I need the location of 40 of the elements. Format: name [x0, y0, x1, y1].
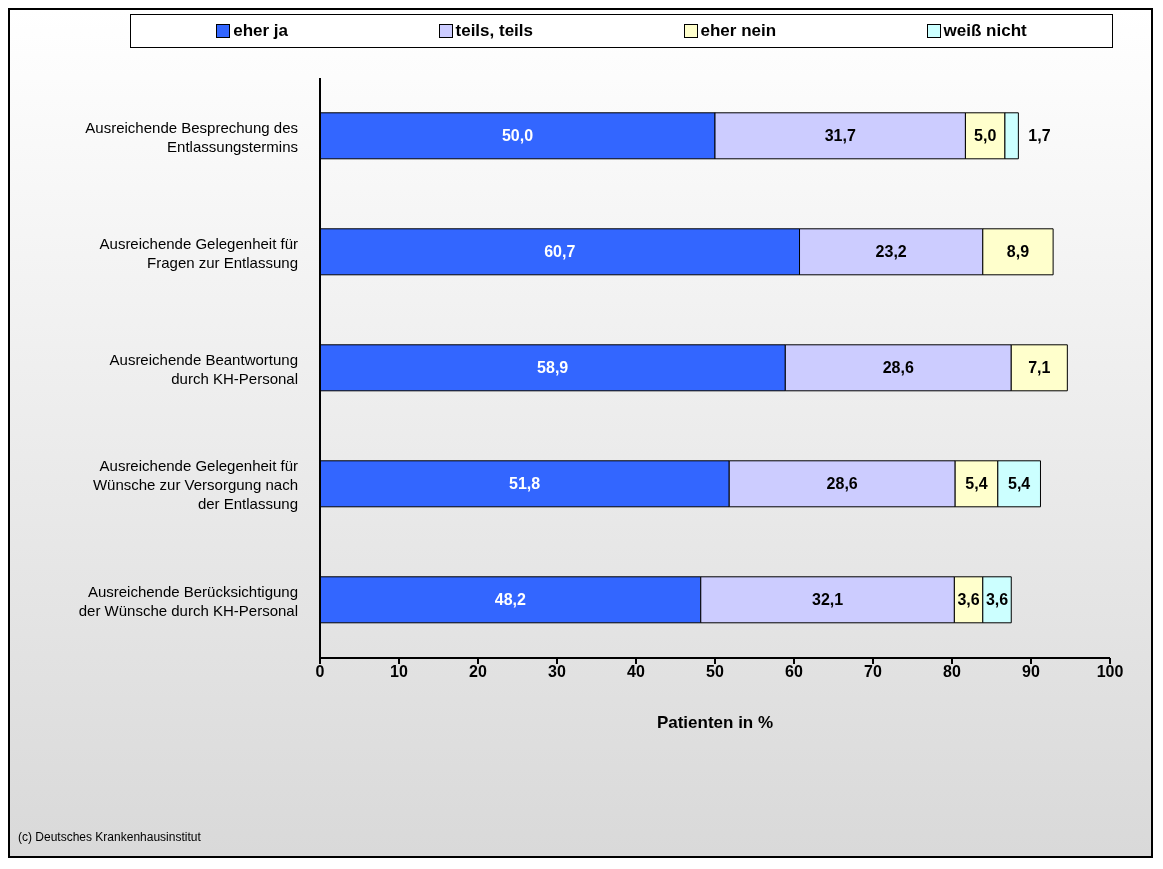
y-tick-label: Ausreichende Berücksichtigung der Wünsche durch KH-Personal	[78, 582, 298, 618]
y-tick-label: Ausreichende Besprechung des Entlassungstermins	[85, 118, 298, 154]
x-tick-label: 70	[864, 663, 882, 681]
data-label: 60,7	[544, 243, 576, 261]
x-tick-label: 80	[943, 663, 961, 681]
data-label: 31,7	[824, 127, 856, 145]
data-label: 7,1	[1028, 359, 1051, 377]
legend-label: eher ja	[232, 21, 289, 41]
x-tick-label: 90	[1022, 663, 1040, 681]
legend-label: eher nein	[699, 21, 777, 41]
x-tick-label: 50	[706, 663, 724, 681]
data-label: 51,8	[509, 475, 541, 493]
data-label: 5,4	[965, 475, 988, 493]
legend-label: teils, teils	[454, 21, 534, 41]
data-label: 1,7	[1028, 127, 1051, 145]
data-label: 28,6	[826, 475, 858, 493]
x-tick-label: 10	[390, 663, 408, 681]
y-tick-label: Ausreichende Gelegenheit für Fragen zur Entlassung	[99, 234, 298, 270]
data-label: 3,6	[985, 591, 1009, 609]
x-tick-label: 20	[469, 663, 487, 681]
data-label: 5,0	[974, 127, 997, 145]
data-label: 3,6	[957, 591, 980, 609]
data-label: 8,9	[1006, 243, 1030, 261]
data-label: 32,1	[812, 591, 844, 609]
data-label: 48,2	[494, 591, 527, 609]
legend-label: weiß nicht	[942, 21, 1027, 41]
data-label: 5,4	[1008, 475, 1031, 493]
x-tick-label: 60	[785, 663, 803, 681]
data-label: 23,2	[875, 243, 907, 261]
x-tick-label: 40	[627, 663, 645, 681]
x-tick-label: 100	[1096, 663, 1124, 681]
x-axis-title: Patienten in %	[656, 713, 774, 732]
x-tick-label: 0	[315, 663, 325, 681]
data-label: 58,9	[537, 359, 569, 377]
data-label: 28,6	[882, 359, 914, 377]
text: (c) Deutsches Krankenhausinstitut	[18, 830, 201, 844]
y-tick-label: Ausreichende Gelegenheit für Wünsche zur Versorgung nach der Entlassung	[92, 456, 298, 512]
data-label: 50,0	[501, 127, 534, 145]
x-tick-label: 30	[548, 663, 566, 681]
y-tick-label: Ausreichende Beantwortung durch KH-Personal	[109, 350, 298, 386]
